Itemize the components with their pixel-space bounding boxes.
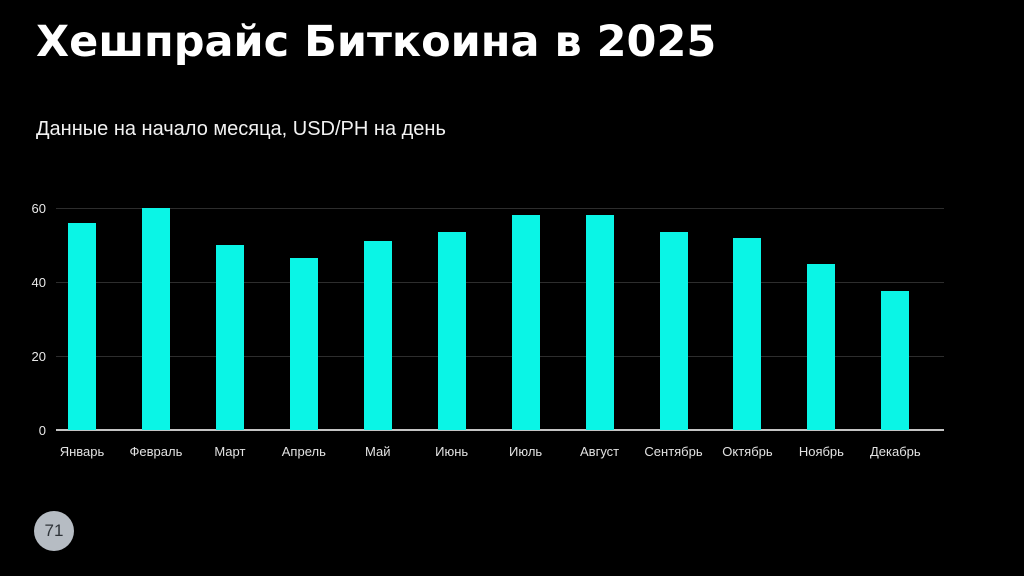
x-axis-label: Октябрь (722, 444, 773, 459)
bar (289, 257, 318, 430)
bar (68, 222, 96, 430)
bar (659, 232, 688, 430)
chart-title: Хешпрайс Биткоина в 2025 (36, 17, 717, 67)
x-axis-label: Апрель (281, 444, 326, 459)
bar (215, 245, 244, 430)
x-axis-label: Январь (59, 444, 105, 459)
y-axis-tick-label: 20 (31, 348, 46, 364)
x-axis-label: Март (214, 444, 246, 459)
y-axis-tick-label: 60 (31, 200, 46, 216)
bar (363, 241, 392, 430)
gridline (56, 356, 944, 357)
bar (437, 232, 466, 430)
bar (511, 215, 540, 430)
page-number-badge: 71 (34, 511, 74, 551)
x-axis-label: Июль (509, 444, 543, 459)
x-axis-label: Сентябрь (644, 444, 703, 459)
x-axis-label: Август (580, 444, 620, 459)
x-axis-label: Май (365, 444, 391, 459)
bar (807, 263, 836, 430)
chart-subtitle: Данные на начало месяца, USD/PH на день (36, 118, 446, 140)
bar (585, 215, 614, 430)
y-axis-tick-label: 0 (38, 422, 46, 438)
x-axis-label: Февраль (129, 444, 183, 459)
gridline (56, 208, 944, 209)
bar (881, 291, 910, 430)
x-axis-label: Ноябрь (798, 444, 844, 459)
y-axis-tick-label: 40 (31, 274, 46, 290)
gridline (56, 282, 944, 283)
page-number: 71 (44, 521, 64, 540)
x-axis-label: Июнь (435, 444, 469, 459)
x-axis-label: Декабрь (869, 444, 921, 459)
x-axis-line (56, 429, 944, 431)
bar (733, 237, 762, 430)
bar (141, 208, 170, 430)
